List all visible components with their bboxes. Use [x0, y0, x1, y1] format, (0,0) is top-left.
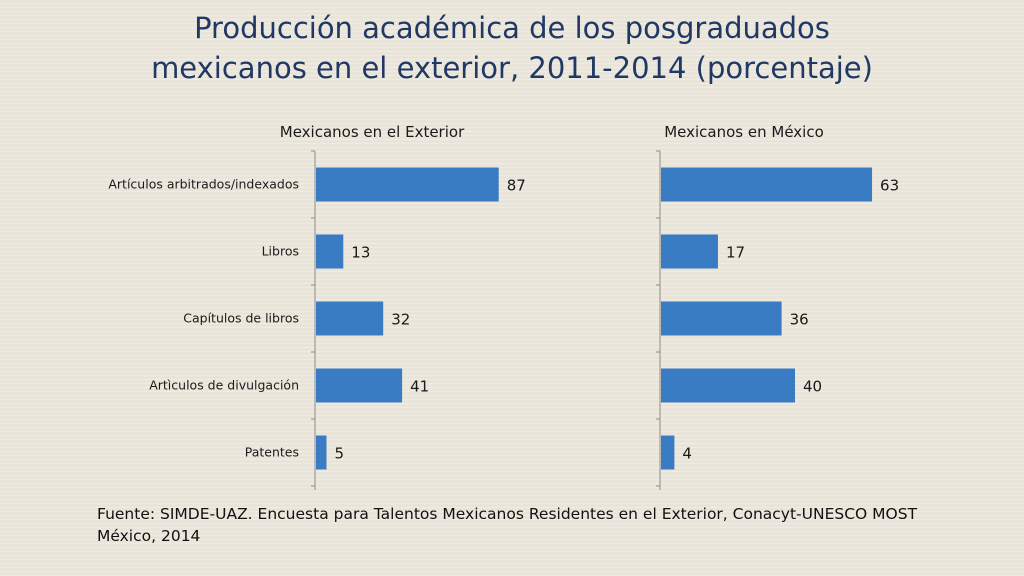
title-line-1: Producción académica de los posgraduados	[194, 11, 830, 45]
chart-1-bar	[316, 301, 384, 336]
chart-2-data-label: 36	[790, 311, 809, 329]
source-line-2: México, 2014	[97, 527, 201, 545]
chart-1-category-label: Patentes	[245, 445, 299, 460]
chart-2-bar	[661, 167, 873, 202]
chart-1-category-label: Libros	[262, 244, 299, 259]
chart-1-bar	[316, 368, 403, 403]
chart-1-data-label: 5	[335, 445, 345, 463]
chart-1-category-label: Artículos arbitrados/indexados	[108, 177, 299, 192]
title-line-2: mexicanos en el exterior, 2011-2014 (por…	[151, 51, 873, 85]
chart-1-bar	[316, 234, 344, 269]
chart-2-bar	[661, 435, 675, 470]
chart-2-bar	[661, 301, 782, 336]
chart-1-bar	[316, 435, 327, 470]
chart-1-bar	[316, 167, 499, 202]
chart-1-category-label: Capítulos de libros	[183, 311, 299, 326]
chart-1-data-label: 41	[410, 378, 429, 396]
chart-2-data-label: 63	[880, 177, 899, 195]
source-note: Fuente: SIMDE-UAZ. Encuesta para Talento…	[97, 503, 977, 547]
chart-1-title: Mexicanos en el Exterior	[280, 123, 465, 141]
chart-2-bar	[661, 234, 718, 269]
chart-2-data-label: 17	[726, 244, 745, 262]
chart-2-data-label: 40	[803, 378, 822, 396]
source-line-1: Fuente: SIMDE-UAZ. Encuesta para Talento…	[97, 505, 918, 523]
chart-2-bar	[661, 368, 795, 403]
slide-title: Producción académica de los posgraduados…	[40, 8, 984, 88]
chart-1-data-label: 32	[391, 311, 410, 329]
chart-1-category-label: Artìculos de divulgación	[149, 378, 299, 393]
chart-2-data-label: 4	[682, 445, 692, 463]
chart-1-data-label: 87	[507, 177, 526, 195]
chart-1-data-label: 13	[351, 244, 370, 262]
chart-2-title: Mexicanos en México	[664, 123, 824, 141]
